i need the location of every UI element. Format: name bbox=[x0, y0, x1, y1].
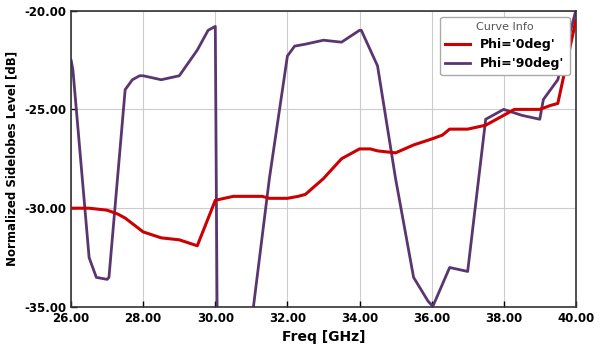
Phi='90deg' bbox=[356, 28, 363, 33]
Phi='0deg' bbox=[554, 102, 562, 106]
Phi='0deg' bbox=[410, 143, 417, 147]
Phi='90deg' bbox=[250, 307, 257, 311]
Phi='0deg' bbox=[500, 113, 508, 117]
Phi='90deg' bbox=[158, 78, 165, 82]
Phi='90deg' bbox=[86, 256, 93, 260]
Phi='0deg' bbox=[284, 196, 291, 201]
Phi='90deg' bbox=[482, 117, 489, 121]
Phi='90deg' bbox=[410, 275, 417, 280]
Line: Phi='0deg': Phi='0deg' bbox=[71, 20, 576, 246]
Phi='90deg' bbox=[446, 265, 453, 270]
Phi='0deg' bbox=[140, 230, 147, 234]
X-axis label: Freq [GHz]: Freq [GHz] bbox=[282, 330, 365, 344]
Phi='0deg' bbox=[320, 176, 327, 181]
Phi='0deg' bbox=[194, 244, 201, 248]
Phi='90deg' bbox=[129, 78, 136, 82]
Phi='90deg' bbox=[266, 176, 273, 181]
Phi='0deg' bbox=[248, 194, 255, 198]
Line: Phi='90deg': Phi='90deg' bbox=[71, 10, 576, 313]
Phi='90deg' bbox=[140, 74, 147, 78]
Phi='0deg' bbox=[158, 236, 165, 240]
Phi='0deg' bbox=[67, 206, 74, 210]
Phi='90deg' bbox=[430, 303, 437, 307]
Phi='90deg' bbox=[69, 68, 76, 72]
Y-axis label: Normalized Sidelobes Level [dB]: Normalized Sidelobes Level [dB] bbox=[5, 51, 19, 266]
Phi='90deg' bbox=[572, 8, 580, 13]
Phi='90deg' bbox=[320, 38, 327, 42]
Phi='0deg' bbox=[266, 196, 273, 201]
Phi='0deg' bbox=[511, 107, 518, 112]
Phi='0deg' bbox=[392, 151, 399, 155]
Phi='0deg' bbox=[482, 123, 489, 127]
Phi='90deg' bbox=[358, 28, 365, 33]
Phi='90deg' bbox=[194, 48, 201, 52]
Phi='0deg' bbox=[374, 149, 381, 153]
Phi='0deg' bbox=[86, 206, 93, 210]
Phi='0deg' bbox=[115, 212, 122, 216]
Phi='0deg' bbox=[212, 198, 219, 202]
Phi='90deg' bbox=[424, 299, 431, 303]
Phi='90deg' bbox=[554, 78, 562, 82]
Phi='90deg' bbox=[464, 270, 471, 274]
Phi='0deg' bbox=[176, 238, 183, 242]
Phi='90deg' bbox=[106, 275, 113, 280]
Phi='90deg' bbox=[291, 44, 298, 48]
Legend: Phi='0deg', Phi='90deg': Phi='0deg', Phi='90deg' bbox=[440, 17, 569, 75]
Phi='90deg' bbox=[248, 309, 255, 313]
Phi='0deg' bbox=[547, 103, 554, 107]
Phi='0deg' bbox=[122, 216, 129, 220]
Phi='90deg' bbox=[374, 64, 381, 68]
Phi='0deg' bbox=[536, 107, 544, 112]
Phi='0deg' bbox=[104, 208, 111, 212]
Phi='0deg' bbox=[572, 18, 580, 22]
Phi='90deg' bbox=[302, 42, 309, 46]
Phi='0deg' bbox=[439, 133, 446, 137]
Phi='90deg' bbox=[176, 74, 183, 78]
Phi='90deg' bbox=[205, 28, 212, 33]
Phi='0deg' bbox=[338, 157, 345, 161]
Phi='90deg' bbox=[536, 117, 544, 121]
Phi='90deg' bbox=[122, 88, 129, 92]
Phi='0deg' bbox=[302, 192, 309, 196]
Phi='90deg' bbox=[214, 309, 221, 313]
Phi='90deg' bbox=[136, 74, 143, 78]
Phi='90deg' bbox=[500, 107, 508, 112]
Phi='90deg' bbox=[93, 275, 100, 280]
Phi='0deg' bbox=[259, 194, 266, 198]
Phi='90deg' bbox=[392, 176, 399, 181]
Phi='90deg' bbox=[518, 113, 526, 117]
Phi='90deg' bbox=[284, 54, 291, 58]
Phi='90deg' bbox=[67, 58, 74, 62]
Phi='0deg' bbox=[428, 137, 435, 141]
Phi='0deg' bbox=[295, 194, 302, 198]
Phi='0deg' bbox=[446, 127, 453, 131]
Phi='0deg' bbox=[464, 127, 471, 131]
Phi='0deg' bbox=[367, 147, 374, 151]
Phi='90deg' bbox=[230, 311, 237, 315]
Phi='90deg' bbox=[212, 24, 219, 28]
Phi='90deg' bbox=[428, 303, 435, 307]
Phi='0deg' bbox=[518, 107, 526, 112]
Phi='0deg' bbox=[356, 147, 363, 151]
Phi='90deg' bbox=[104, 277, 111, 281]
Phi='90deg' bbox=[338, 40, 345, 44]
Phi='0deg' bbox=[230, 194, 237, 198]
Phi='90deg' bbox=[540, 97, 547, 102]
